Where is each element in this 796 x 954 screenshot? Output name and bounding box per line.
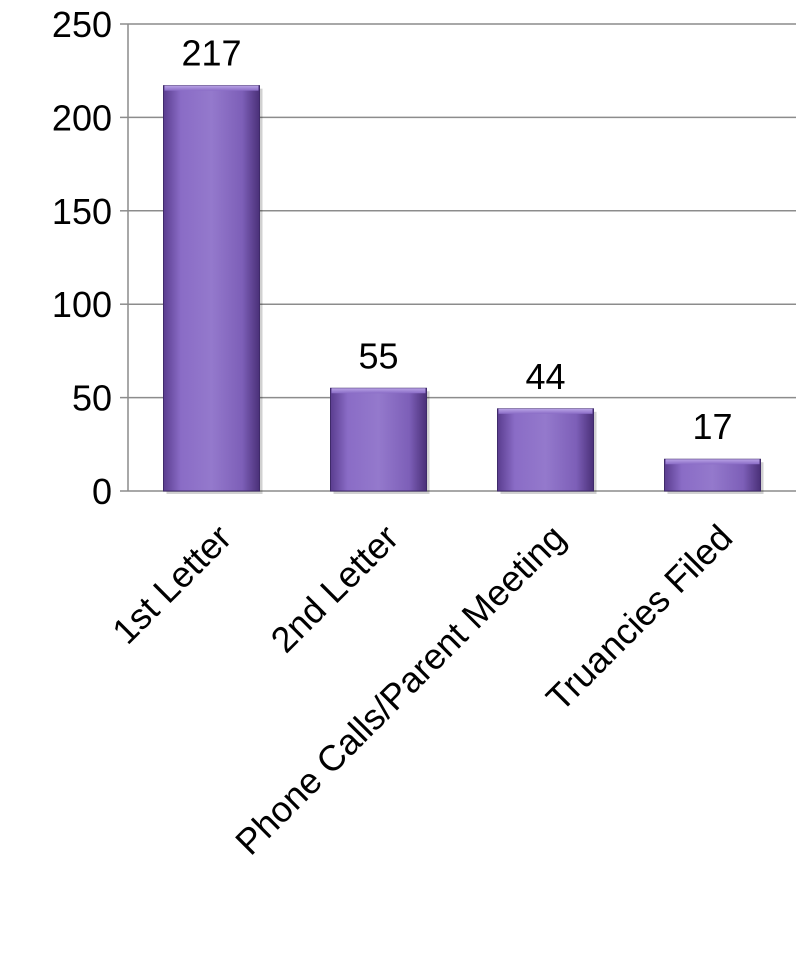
bar-highlight xyxy=(665,459,760,465)
x-category-label: 2nd Letter xyxy=(263,517,407,661)
data-label: 217 xyxy=(181,33,241,74)
bar-group xyxy=(497,408,597,494)
data-label: 17 xyxy=(692,406,732,447)
y-tick-label: 50 xyxy=(72,378,112,419)
data-label: 55 xyxy=(358,335,398,376)
y-tick-label: 200 xyxy=(52,97,112,138)
bar-highlight xyxy=(498,408,593,414)
y-tick-label: 250 xyxy=(52,4,112,45)
bar xyxy=(330,387,427,492)
bar-group xyxy=(163,85,263,495)
y-tick-label: 0 xyxy=(92,471,112,512)
bar-group xyxy=(330,387,430,494)
bar xyxy=(497,408,594,492)
bar-highlight xyxy=(331,388,426,394)
bar xyxy=(163,85,260,492)
y-tick-label: 150 xyxy=(52,191,112,232)
bar-highlight xyxy=(164,85,259,91)
bars xyxy=(163,85,764,495)
x-category-label: Phone Calls/Parent Meeting xyxy=(227,517,573,863)
data-label: 44 xyxy=(525,356,565,397)
y-tick-label: 100 xyxy=(52,284,112,325)
x-category-label: 1st Letter xyxy=(104,517,239,652)
bar-group xyxy=(664,458,764,494)
